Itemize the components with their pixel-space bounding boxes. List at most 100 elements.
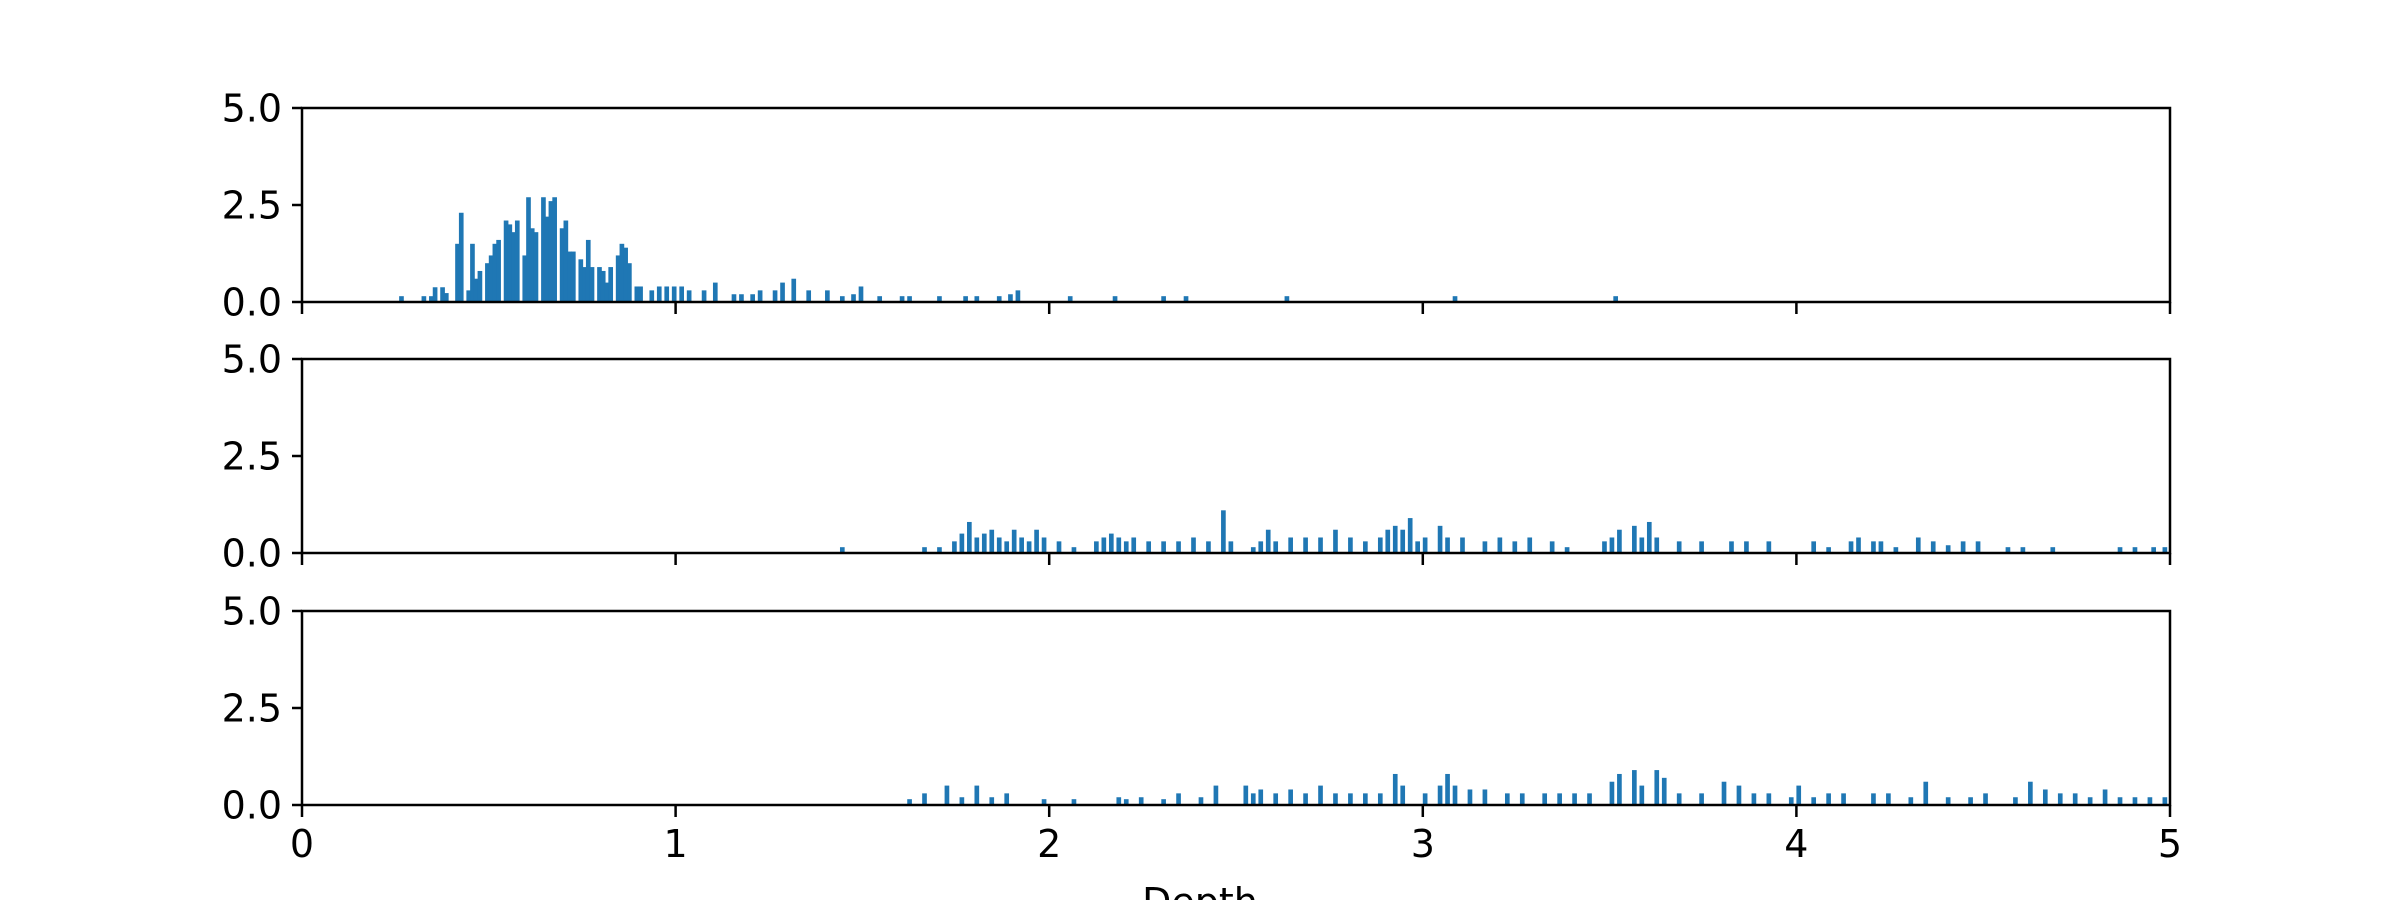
histogram-bar: [458, 212, 464, 302]
histogram-bar: [1392, 525, 1398, 553]
histogram-bar: [432, 287, 438, 302]
histogram-bar: [440, 287, 445, 302]
histogram-bar: [1632, 525, 1637, 553]
histogram-bar: [1437, 525, 1443, 553]
histogram-bar: [1445, 537, 1450, 553]
histogram-bar: [2020, 547, 2026, 553]
histogram-bar: [604, 282, 610, 302]
histogram-bar: [485, 263, 490, 302]
histogram-bar: [851, 294, 856, 302]
histogram-bar: [455, 243, 460, 302]
histogram-bar: [1015, 290, 1021, 302]
histogram-bar: [1213, 785, 1219, 805]
histogram-bar: [567, 251, 572, 302]
histogram-bar: [589, 267, 595, 302]
histogram-bar: [608, 267, 614, 302]
histogram-bar: [1318, 537, 1323, 553]
histogram-bar: [492, 243, 498, 302]
histogram-bar: [443, 293, 449, 302]
histogram-bar: [1841, 793, 1846, 805]
histogram-bar: [1400, 529, 1406, 553]
histogram-bar: [1250, 793, 1256, 805]
histogram-bar: [1071, 547, 1077, 553]
histogram-bar: [1721, 781, 1727, 805]
histogram-bar: [1676, 793, 1682, 805]
histogram-bar: [712, 282, 718, 302]
histogram-bar: [507, 224, 513, 302]
histogram-bar: [1303, 537, 1308, 553]
histogram-bar: [1258, 541, 1264, 553]
histogram-bar: [1228, 541, 1234, 553]
histogram-bar: [1108, 533, 1114, 553]
y-tick-label: 5.0: [222, 86, 282, 130]
histogram-bar: [541, 197, 546, 302]
histogram-bar: [974, 296, 980, 302]
histogram-bar: [1729, 541, 1734, 553]
histogram-bar: [974, 537, 980, 553]
histogram-bar: [899, 296, 905, 302]
histogram-bar: [1422, 793, 1428, 805]
panel-frame: [300, 357, 2172, 555]
histogram-bar: [1318, 785, 1323, 805]
histogram-bar: [731, 294, 737, 302]
histogram-bar: [649, 290, 655, 302]
histogram-bar: [1288, 789, 1293, 805]
histogram-bar: [1945, 797, 1951, 805]
histogram-bar: [952, 541, 957, 553]
histogram-bar: [638, 286, 643, 302]
histogram-bar: [1654, 537, 1660, 553]
histogram-bar: [563, 220, 569, 302]
histogram-bar: [619, 243, 625, 302]
histogram-bar: [1034, 529, 1039, 553]
histogram-bar: [529, 228, 535, 302]
histogram-bar: [578, 259, 584, 302]
histogram-bar: [2087, 797, 2093, 805]
histogram-bar: [1699, 793, 1704, 805]
histogram-bar: [570, 251, 576, 302]
histogram-bar: [1766, 541, 1772, 553]
histogram-bar: [1766, 793, 1772, 805]
histogram-bar: [739, 294, 744, 302]
histogram-bar: [1945, 545, 1951, 553]
histogram-bar: [544, 216, 550, 302]
histogram-bar: [1871, 793, 1876, 805]
histogram-bar: [2102, 789, 2108, 805]
histogram-bar: [1385, 529, 1391, 553]
histogram-bar: [2151, 547, 2156, 553]
histogram-bar: [1796, 785, 1802, 805]
histogram-bar: [2057, 793, 2063, 805]
histogram-bar: [1639, 785, 1645, 805]
histogram-bar: [1176, 793, 1181, 805]
histogram-bar: [600, 270, 606, 302]
histogram-bar: [1415, 541, 1420, 553]
y-tick-label: 5.0: [222, 337, 282, 381]
histogram-bar: [1613, 296, 1619, 302]
histogram-bar: [522, 255, 528, 302]
histogram-bar: [1284, 296, 1290, 302]
x-tick-label: 4: [1784, 822, 1808, 866]
histogram-bar: [615, 255, 621, 302]
histogram-bar: [496, 239, 501, 302]
histogram-bar: [1333, 529, 1338, 553]
histogram-bar: [1519, 793, 1525, 805]
histogram-bar: [1564, 547, 1570, 553]
histogram-bar: [466, 290, 472, 302]
histogram-bar: [806, 290, 812, 302]
histogram-bar: [1915, 537, 1921, 553]
histogram-bar: [2028, 781, 2033, 805]
x-tick-label: 5: [2158, 822, 2182, 866]
histogram-bar: [1968, 797, 1973, 805]
histogram-bar: [1856, 537, 1861, 553]
histogram-bar: [780, 282, 785, 302]
y-tick-label: 2.5: [222, 183, 282, 227]
panel-2: 0.0 2.5 5.0: [222, 337, 2172, 575]
x-tick-label: 0: [290, 822, 314, 866]
histogram-bar: [686, 290, 692, 302]
histogram-bar: [1407, 518, 1413, 553]
histogram-bar: [944, 785, 950, 805]
histogram-bar: [1348, 537, 1353, 553]
histogram-bar: [1908, 797, 1914, 805]
histogram-bar: [772, 290, 778, 302]
histogram-bar: [1265, 529, 1271, 553]
